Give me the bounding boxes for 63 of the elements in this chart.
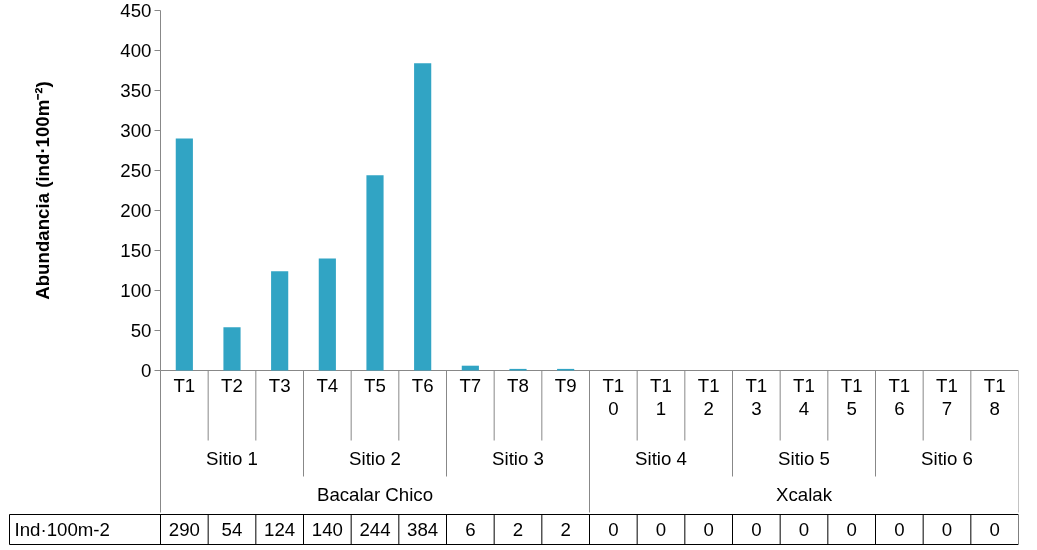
y-tick-label: 400 <box>120 40 152 61</box>
x-tick-label: T13 <box>745 374 768 419</box>
y-tick-label: 0 <box>141 360 152 381</box>
x-tick-label: T8 <box>507 374 529 396</box>
data-label: 2 <box>512 519 524 540</box>
data-label: 0 <box>703 519 714 540</box>
bar <box>366 175 384 371</box>
x-tick-label: T7 <box>459 374 482 396</box>
data-label: 2 <box>560 519 571 540</box>
text: Sitio 1 <box>206 448 258 469</box>
x-tick-label: T10 <box>602 374 625 419</box>
data-label: 0 <box>798 519 810 540</box>
x-tick-label: T16 <box>888 374 911 419</box>
x-tick-label: T6 <box>411 374 434 396</box>
y-tick-label: 300 <box>120 120 152 141</box>
x-tick-label: T15 <box>840 374 863 419</box>
data-label: 384 <box>407 519 439 540</box>
x-tick-label: T14 <box>793 374 815 419</box>
data-label: 0 <box>655 519 667 540</box>
data-label: 0 <box>989 519 1000 540</box>
text: Bacalar Chico <box>316 484 434 505</box>
bar <box>271 271 289 371</box>
x-tick-label: T9 <box>554 374 577 396</box>
x-tick-label: T5 <box>364 374 386 396</box>
data-label: 0 <box>608 519 619 540</box>
y-axis-title: Abundancia (ind·100m⁻²) <box>32 81 53 300</box>
data-label: 0 <box>846 519 857 540</box>
data-label: 140 <box>311 519 343 540</box>
y-tick-label: 450 <box>120 0 152 21</box>
data-label: 244 <box>359 519 391 540</box>
bar <box>223 327 241 371</box>
text: Sitio 2 <box>349 448 401 469</box>
data-label: 290 <box>168 519 200 540</box>
x-tick-label: T11 <box>650 374 672 419</box>
y-tick-label: 350 <box>120 80 152 101</box>
bar <box>318 258 336 371</box>
text: Sitio 5 <box>778 448 830 469</box>
y-tick-label: 50 <box>130 320 152 341</box>
x-tick-label: T4 <box>316 374 339 396</box>
data-label: 54 <box>221 519 243 540</box>
text: Sitio 6 <box>921 448 973 469</box>
x-tick-label: T3 <box>268 374 291 396</box>
data-label: 124 <box>264 519 296 540</box>
bar <box>461 365 479 371</box>
data-label: 0 <box>941 519 953 540</box>
text: Sitio 3 <box>492 448 544 469</box>
y-tick-label: 100 <box>120 280 152 301</box>
bar <box>175 138 193 371</box>
data-label: 6 <box>465 519 476 540</box>
y-tick-label: 200 <box>120 200 152 221</box>
data-label: 0 <box>751 519 762 540</box>
y-tick-label: 150 <box>120 240 152 261</box>
data-label: 0 <box>894 519 905 540</box>
bar <box>414 63 432 371</box>
x-tick-label: T18 <box>983 374 1006 419</box>
x-tick-label: T12 <box>697 374 720 419</box>
x-tick-label: T2 <box>221 374 243 396</box>
text: Xcalak <box>776 484 833 505</box>
text: Sitio 4 <box>635 448 687 469</box>
x-tick-label: T17 <box>936 374 958 419</box>
text: Ind·100m-2 <box>14 519 110 540</box>
x-tick-label: T1 <box>173 374 196 396</box>
y-tick-label: 250 <box>120 160 152 181</box>
